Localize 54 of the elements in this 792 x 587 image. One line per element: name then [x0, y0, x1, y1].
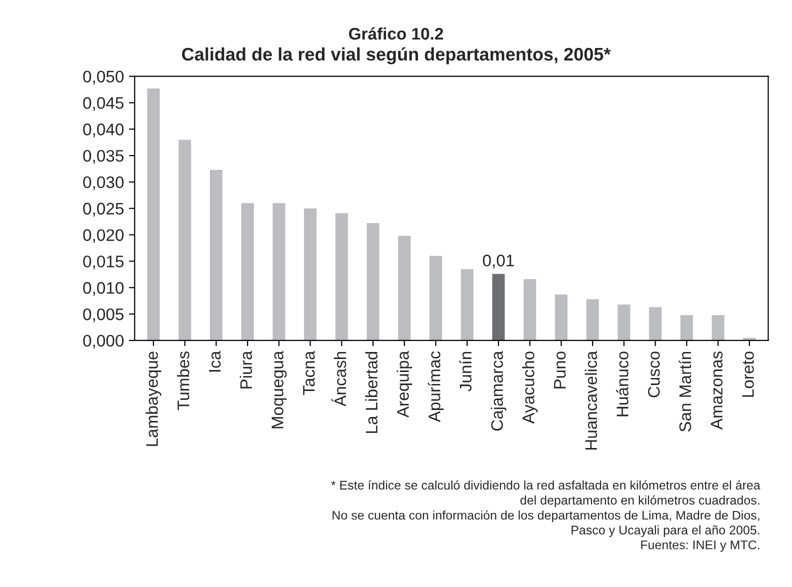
- x-tick-label: San Martín: [678, 352, 692, 432]
- bar: [210, 170, 222, 340]
- y-tick-label: 0,020: [83, 229, 124, 243]
- x-tick-label: Apurímac: [428, 351, 444, 422]
- bar: [272, 203, 286, 340]
- chart-title: Gráfico 10.2: [348, 27, 444, 40]
- x-tick-label: Ayacucho: [522, 352, 538, 424]
- x-tick-label: Cajamarca: [490, 350, 506, 431]
- x-tick-label: La Libertad: [365, 352, 378, 433]
- bar: [429, 256, 442, 340]
- y-tick-label: 0,000: [83, 334, 124, 349]
- bar: [335, 213, 348, 340]
- x-tick-label: Tacna: [303, 350, 315, 395]
- chart-subtitle: Calidad de la red vial según departamentos, 2005*: [182, 47, 611, 64]
- y-tick-label: 0,010: [83, 282, 124, 296]
- x-tick-label: Arequipa: [396, 350, 412, 418]
- x-tick-label: Áncash: [332, 352, 346, 406]
- y-tick-label: 0,035: [83, 150, 124, 164]
- bar: [554, 294, 568, 340]
- x-tick-label: Piura: [240, 350, 252, 388]
- bar: [366, 223, 380, 340]
- bar: [147, 88, 160, 340]
- x-tick-label: Cusco: [648, 352, 660, 398]
- bar: [398, 236, 411, 340]
- x-tick-label: Loreto: [742, 352, 754, 397]
- bar: [618, 304, 630, 340]
- y-tick-label: 0,030: [83, 176, 124, 190]
- y-tick-label: 0,050: [83, 70, 124, 84]
- x-tick-label: Huancavelica: [584, 350, 598, 450]
- x-tick-label: Lambayeque: [146, 352, 162, 446]
- bar: [524, 279, 536, 340]
- x-tick-label: Huánuco: [616, 352, 628, 416]
- bar: [712, 315, 724, 340]
- x-tick-label: Junín: [459, 352, 472, 392]
- text: * Este índice se calculó dividiendo la red asfaltada en kilómetros entre el área del departamento en kilómetros cuadrados. No se cuenta con información de los departamentos de Lima, Madre de Dios, Pasco y Ucayali para el año 2005. Fuentes: INEI y MTC.: [331, 480, 760, 552]
- x-tick-label: Tumbes: [177, 351, 190, 410]
- y-tick-label: 0,005: [83, 308, 124, 322]
- bar: [492, 274, 505, 340]
- bar: [460, 269, 474, 340]
- bar: [178, 140, 192, 340]
- y-tick-label: 0,025: [83, 202, 124, 217]
- data-label: 0,01: [482, 254, 514, 268]
- x-tick-label: Puno: [554, 352, 566, 388]
- y-tick-label: 0,040: [83, 124, 124, 138]
- bar: [680, 315, 693, 340]
- y-tick-label: 0,045: [83, 97, 124, 111]
- x-tick-label: Moquegua: [272, 350, 287, 428]
- y-tick-label: 0,015: [83, 256, 124, 270]
- bar: [649, 307, 662, 340]
- bar: [586, 299, 599, 340]
- x-tick-label: Amazonas: [710, 351, 723, 430]
- x-tick-label: Ica: [209, 350, 221, 372]
- bar: [304, 208, 317, 340]
- bar: [241, 203, 254, 340]
